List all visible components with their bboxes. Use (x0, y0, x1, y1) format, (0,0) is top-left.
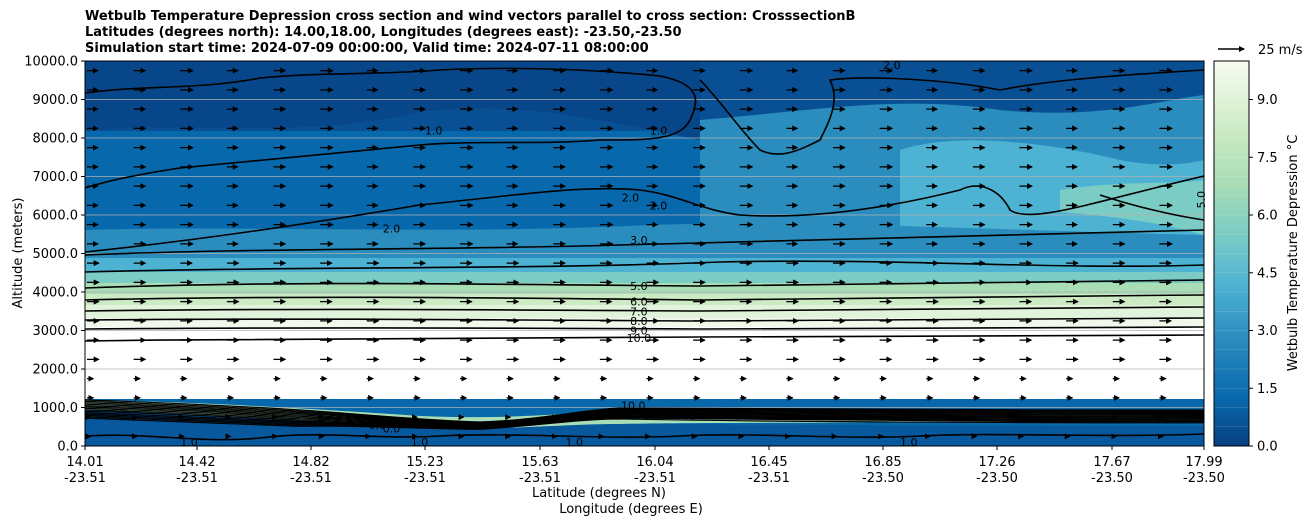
colorbar-tick-label: 4.5 (1257, 266, 1278, 281)
colorbar-bands (1214, 79, 1249, 428)
contour-9.0 (85, 326, 1204, 330)
y-tick-label: 10000.0 (24, 55, 78, 70)
contour-1.0-right (699, 69, 1204, 155)
contour-labels: 1.0 1.02.02.02.03.05.06.07.08.09.010.05.0… (180, 59, 1208, 449)
x-tick-label-lon: -23.51 (176, 471, 218, 486)
colorbar-tick-label: 0.0 (1257, 440, 1278, 455)
chart-title-line-3: Simulation start time: 2024-07-09 00:00:… (85, 41, 649, 56)
contour-7.0 (85, 306, 1204, 312)
x-tick-label-lon: -23.50 (1091, 471, 1133, 486)
contour-1.0-upper (85, 67, 697, 189)
colorbar-label: Wetbulb Temperature Depression °C (1286, 135, 1301, 372)
x-tick-label-lat: 16.85 (864, 455, 901, 470)
colorbar-tick-label: 7.5 (1257, 151, 1278, 166)
contour-label: 2.0 (883, 59, 901, 72)
y-axis: 0.0 1000.0 2000.0 3000.0 4000.0 5000.0 6000.0 7… (24, 55, 85, 455)
y-tick-label: 8000.0 (33, 132, 79, 147)
y-gridlines (85, 99, 1204, 408)
colorbar (1214, 61, 1249, 446)
y-tick-label: 7000.0 (33, 170, 79, 185)
contour-label: 8.0 (630, 315, 648, 328)
x-axis-label-latitude: Latitude (degrees N) (532, 486, 666, 501)
chart-title-line-1: Wetbulb Temperature Depression cross sec… (85, 9, 856, 24)
x-tick-label-lat: 17.99 (1185, 455, 1222, 470)
colorbar-axis: 0.0 1.5 3.0 4.5 6.0 7.5 9.0 (1249, 93, 1278, 455)
y-tick-label: 1000.0 (33, 401, 79, 416)
x-tick-label-lon: -23.50 (862, 471, 904, 486)
x-tick-label-lon: -23.51 (519, 471, 561, 486)
x-tick-label-lat: 16.04 (636, 455, 673, 470)
contour-label: 2.0 (622, 192, 640, 205)
y-tick-label: 2000.0 (33, 363, 79, 378)
vector-key-label: 25 m/s (1258, 43, 1303, 58)
x-tick-label-lon: -23.51 (64, 471, 106, 486)
x-tick-label-lon: -23.50 (1183, 471, 1225, 486)
x-tick-label-lon: -23.51 (404, 471, 446, 486)
contour-label: 1.0 (411, 436, 429, 449)
contour-label: 1.0 (180, 436, 198, 449)
y-axis-label: Altitude (meters) (11, 198, 26, 309)
contour-label: 0.0 (369, 419, 387, 432)
x-tick-label-lat: 17.67 (1093, 455, 1130, 470)
contour-label: 10.0 (621, 400, 646, 413)
contour-label: 1.0 (650, 124, 668, 137)
contour-label: 0.0 (383, 423, 401, 436)
x-tick-label-lat: 15.23 (406, 455, 443, 470)
x-tick-label-lon: -23.51 (634, 471, 676, 486)
y-tick-label: 6000.0 (33, 209, 79, 224)
contour-label: 2.0 (383, 222, 401, 235)
x-tick-label-lat: 14.82 (292, 455, 329, 470)
contour-label: 3.0 (630, 234, 648, 247)
x-axis: 14.01-23.5114.42-23.5114.82-23.5115.23-2… (64, 446, 1225, 486)
contour-label: 9.0 (630, 325, 648, 338)
contour-6.0 (85, 294, 1204, 301)
colorbar-tick-label: 1.5 (1257, 382, 1278, 397)
y-tick-label: 0.0 (57, 440, 78, 455)
contour-label: 2.0 (650, 199, 668, 212)
contour-label: 5.0 (1195, 191, 1208, 209)
x-axis-label-longitude: Longitude (degrees E) (559, 502, 703, 517)
contour-label: 5.0 (630, 280, 648, 293)
contour-label: 6.0 (630, 296, 648, 309)
chart-title-line-2: Latitudes (degrees north): 14.00,18.00, … (85, 25, 682, 40)
x-tick-label-lon: -23.51 (748, 471, 790, 486)
y-tick-label: 9000.0 (33, 93, 79, 108)
wind-vectors (85, 67, 1173, 440)
x-tick-label-lat: 14.01 (66, 455, 103, 470)
dense-contours-surface-layer (85, 399, 1204, 430)
contour-label: 1.0 (565, 436, 583, 449)
contour-2.0-inner (1099, 194, 1204, 221)
contour-4.0 (85, 260, 1204, 273)
x-tick-label-lat: 15.63 (521, 455, 558, 470)
x-tick-label-lon: -23.51 (290, 471, 332, 486)
contour-label: 1.0 (900, 436, 918, 449)
x-tick-label-lon: -23.50 (976, 471, 1018, 486)
y-tick-label: 3000.0 (33, 324, 79, 339)
colorbar-tick-label: 6.0 (1257, 209, 1278, 224)
dense-contour-line (85, 417, 1204, 430)
y-tick-label: 4000.0 (33, 286, 79, 301)
x-tick-label-lat: 16.45 (750, 455, 787, 470)
contour-3.0 (85, 229, 1204, 256)
contour-2.0 (85, 175, 1204, 253)
colorbar-tick-label: 9.0 (1257, 93, 1278, 108)
contour-label: 10.0 (627, 332, 652, 345)
y-tick-label: 5000.0 (33, 247, 79, 262)
colorbar-frame (1213, 60, 1250, 447)
colorbar-tick-label: 3.0 (1257, 324, 1278, 339)
contour-label: 7.0 (630, 305, 648, 318)
contour-label: 1.0 (425, 124, 443, 137)
x-tick-label-lat: 14.42 (178, 455, 215, 470)
x-tick-label-lat: 17.26 (978, 455, 1015, 470)
